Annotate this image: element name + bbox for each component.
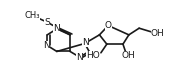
Text: N: N	[43, 41, 50, 50]
Text: CH₃: CH₃	[25, 11, 40, 20]
Text: OH: OH	[121, 51, 135, 60]
Text: N: N	[53, 24, 60, 33]
Text: OH: OH	[151, 29, 164, 38]
Text: O: O	[105, 21, 112, 30]
Text: N: N	[82, 38, 89, 47]
Text: N: N	[76, 53, 83, 62]
Text: HO: HO	[86, 51, 100, 60]
Text: S: S	[44, 18, 50, 27]
